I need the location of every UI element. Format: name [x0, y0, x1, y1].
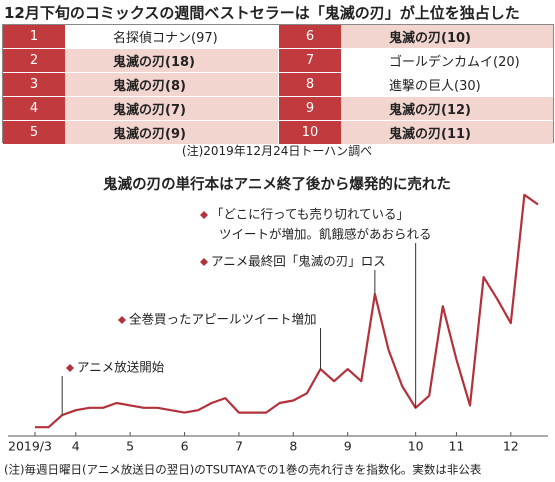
book-title: 鬼滅の刃(18) [65, 49, 278, 72]
diamond [66, 364, 74, 372]
table-right: 6 鬼滅の刃(10) 7 ゴールデンカムイ(20) 8 進撃の巨人(30) 9 鬼滅の刃(12… [278, 25, 553, 145]
ranking-table: 1 名探偵コナン(97) 2 鬼滅の刃(18) 3 鬼滅の刃(8) 4 鬼滅の刃(7) 5 鬼滅の… [2, 24, 554, 145]
table-row: 2 鬼滅の刃(18) [3, 49, 278, 73]
x-tick-label: 9 [344, 439, 352, 454]
diamond [200, 211, 208, 219]
book-title: 鬼滅の刃(11) [341, 121, 553, 144]
table-row: 8 進撃の巨人(30) [278, 73, 553, 97]
annotation: 「どこに行っても売り切れている」 [211, 207, 409, 222]
table-row: 10 鬼滅の刃(11) [278, 121, 553, 145]
x-tick-label: 11 [448, 439, 464, 454]
table-left: 1 名探偵コナン(97) 2 鬼滅の刃(18) 3 鬼滅の刃(8) 4 鬼滅の刃(7) 5 鬼滅の… [3, 25, 278, 145]
chart-note: (注)毎週日曜日(アニメ放送日の翌日)のTSUTAYAでの1巻の売れ行きを指数化… [4, 463, 482, 477]
rank: 6 [279, 25, 341, 48]
book-title: 鬼滅の刃(12) [341, 97, 553, 120]
book-title: 鬼滅の刃(9) [65, 121, 278, 144]
table-title: 12月下旬のコミックスの週間ベストセラーは「鬼滅の刃」が上位を独占した [4, 4, 520, 22]
book-title: 進撃の巨人(30) [341, 73, 553, 96]
rank: 9 [279, 97, 341, 120]
annotation: アニメ放送開始 [77, 360, 165, 375]
diamond [200, 258, 208, 266]
rank: 3 [3, 73, 65, 96]
chart-title: 鬼滅の刃の単行本はアニメ終了後から爆発的に売れた [103, 175, 451, 193]
table-row: 9 鬼滅の刃(12) [278, 97, 553, 121]
x-tick-label: 6 [181, 439, 189, 454]
annotation: 全巻買ったアピールツイート増加 [129, 312, 317, 327]
annotation: アニメ最終回「鬼滅の刃」ロス [211, 254, 386, 269]
table-row: 6 鬼滅の刃(10) [278, 25, 553, 49]
rank: 1 [3, 25, 65, 48]
book-title: 名探偵コナン(97) [65, 25, 278, 48]
table-row: 5 鬼滅の刃(9) [3, 121, 278, 145]
table-row: 3 鬼滅の刃(8) [3, 73, 278, 97]
x-tick-label: 7 [235, 439, 243, 454]
x-tick-label: 12 [503, 439, 519, 454]
diamond [118, 316, 126, 324]
x-tick-label: 2019/3 [8, 439, 52, 454]
book-title: 鬼滅の刃(8) [65, 73, 278, 96]
x-tick-label: 5 [126, 439, 134, 454]
table-row: 7 ゴールデンカムイ(20) [278, 49, 553, 73]
line [35, 193, 539, 429]
book-title: 鬼滅の刃(7) [65, 97, 278, 120]
rank: 8 [279, 73, 341, 96]
rank: 4 [3, 97, 65, 120]
table-row: 4 鬼滅の刃(7) [3, 97, 278, 121]
book-title: 鬼滅の刃(10) [341, 25, 553, 48]
table-row: 1 名探偵コナン(97) [3, 25, 278, 49]
rank: 7 [279, 49, 341, 72]
x-tick-label: 10 [408, 439, 424, 454]
x-tick-label: 8 [289, 439, 297, 454]
annotation: ツイートが増加。飢餓感があおられる [219, 227, 432, 242]
rank: 10 [279, 121, 341, 144]
book-title: ゴールデンカムイ(20) [341, 49, 553, 72]
table-note: (注)2019年12月24日トーハン調べ [181, 144, 373, 158]
x-tick-label: 4 [72, 439, 80, 454]
rank: 2 [3, 49, 65, 72]
rank: 5 [3, 121, 65, 144]
